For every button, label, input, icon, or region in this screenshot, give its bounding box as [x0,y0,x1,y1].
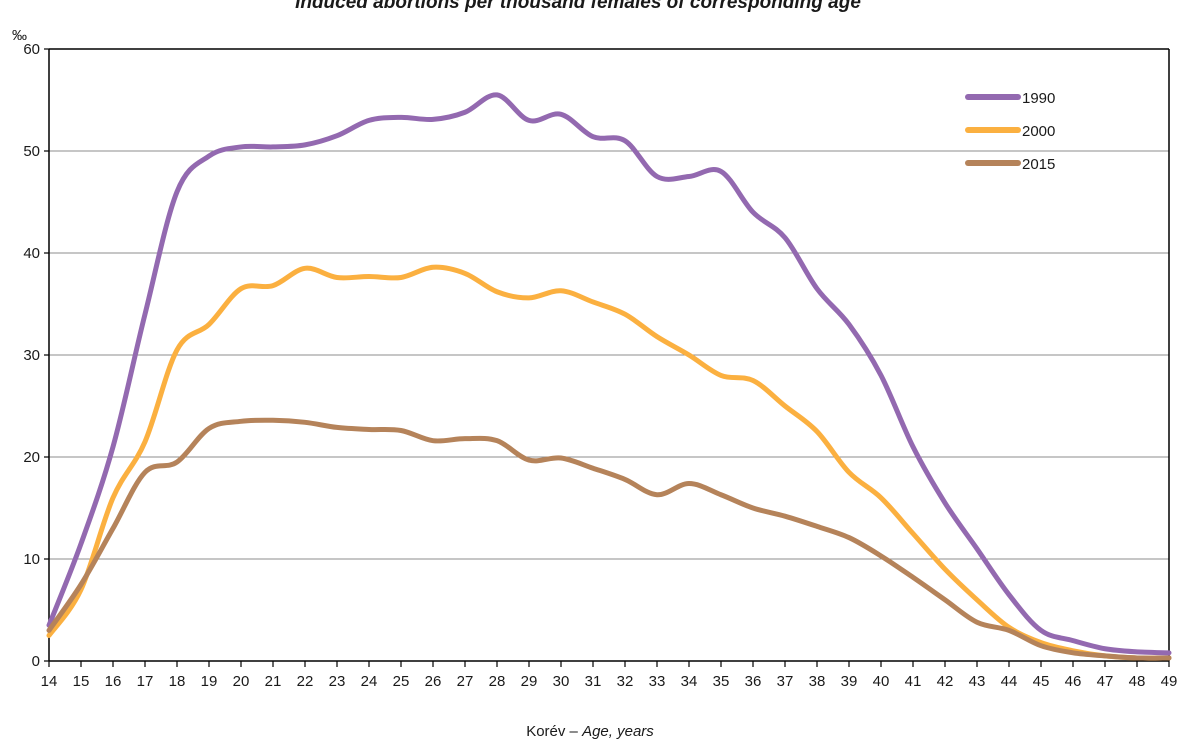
x-tick-label: 27 [457,673,474,690]
y-tick-label: 50 [23,143,40,160]
x-tick-label: 40 [873,673,890,690]
x-axis-label-main: Korév – [526,723,582,740]
x-tick-label: 26 [425,673,442,690]
x-tick-label: 43 [969,673,986,690]
x-tick-label: 46 [1065,673,1082,690]
tick-labels: 0 10 20 30 40 50 60 14 15 16 17 18 19 20 21 22 23 24 25 26 2… [23,41,1177,690]
x-axis-label: Korév – Age, years [526,723,654,740]
grid-lines [49,48,1169,560]
x-axis-label-italic: Age, years [581,723,654,740]
x-tick-label: 48 [1129,673,1146,690]
x-tick-label: 16 [105,673,122,690]
x-tick-label: 45 [1033,673,1050,690]
x-tick-label: 17 [137,673,154,690]
series-line-1990 [46,92,1172,656]
x-tick-label: 22 [297,673,314,690]
x-tick-label: 36 [745,673,762,690]
x-tick-label: 33 [649,673,666,690]
y-axis-unit: ‰ [12,27,27,44]
x-tick-label: 37 [777,673,794,690]
x-tick-label: 49 [1161,673,1178,690]
chart-title: Induced abortions per thousand females o… [295,0,861,13]
x-tick-label: 29 [521,673,538,690]
x-tick-label: 35 [713,673,730,690]
y-tick-label: 40 [23,245,40,262]
x-tick-label: 20 [233,673,250,690]
x-tick-label: 30 [553,673,570,690]
y-tick-label: 60 [23,41,40,58]
y-tick-label: 0 [32,653,40,670]
x-tick-label: 24 [361,673,378,690]
x-tick-label: 44 [1001,673,1018,690]
x-tick-label: 34 [681,673,698,690]
y-tick-label: 20 [23,449,40,466]
axes [44,48,1170,667]
legend: 1990 2000 2015 [965,90,1055,173]
x-tick-label: 39 [841,673,858,690]
x-tick-label: 31 [585,673,602,690]
x-tick-label: 38 [809,673,826,690]
x-tick-label: 19 [201,673,218,690]
legend-label-1990: 1990 [1022,90,1055,107]
series-line-2015 [46,417,1172,661]
x-tick-label: 32 [617,673,634,690]
x-tick-label: 14 [41,673,58,690]
legend-label-2000: 2000 [1022,123,1055,140]
x-tick-label: 47 [1097,673,1114,690]
x-tick-label: 25 [393,673,410,690]
x-tick-label: 28 [489,673,506,690]
series-line-2000 [46,264,1172,661]
series-lines [46,92,1172,661]
x-tick-label: 23 [329,673,346,690]
x-tick-label: 41 [905,673,922,690]
y-tick-label: 30 [23,347,40,364]
legend-label-2015: 2015 [1022,156,1055,173]
y-tick-label: 10 [23,551,40,568]
x-tick-label: 21 [265,673,282,690]
x-tick-label: 18 [169,673,186,690]
x-tick-label: 15 [73,673,90,690]
x-tick-label: 42 [937,673,954,690]
